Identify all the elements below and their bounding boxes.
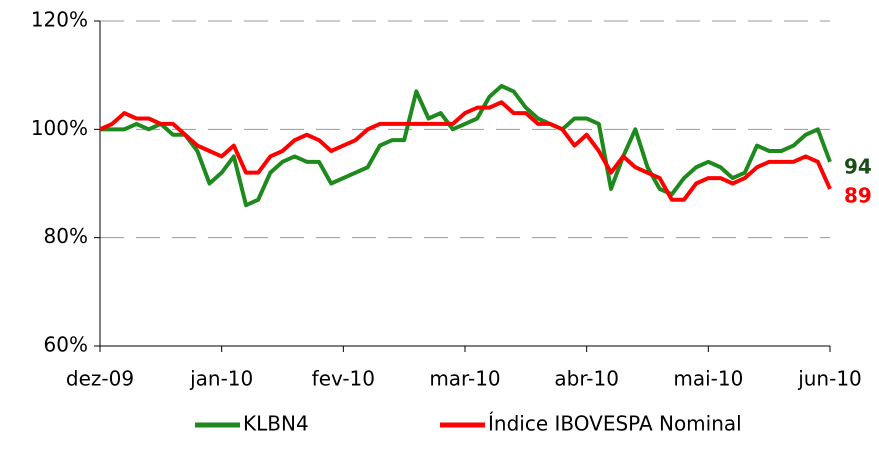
y-tick-label: 60%	[44, 333, 88, 357]
x-tick-label: dez-09	[66, 367, 134, 391]
x-tick-label: jan-10	[189, 367, 253, 391]
x-tick-label: jun-10	[797, 367, 862, 391]
x-tick-label: abr-10	[554, 367, 619, 391]
series-line	[99, 100, 832, 202]
series-line	[100, 84, 832, 208]
y-tick-label: 80%	[44, 224, 88, 248]
x-tick-label: fev-10	[312, 367, 375, 391]
legend-label: KLBN4	[243, 412, 309, 436]
end-label: 94	[844, 154, 872, 178]
x-tick-label: mar-10	[429, 367, 500, 391]
legend-label: Índice IBOVESPA Nominal	[488, 412, 742, 436]
x-tick-label: mai-10	[673, 367, 743, 391]
end-label: 89	[844, 183, 872, 207]
y-tick-label: 120%	[31, 8, 88, 32]
y-tick-label: 100%	[31, 116, 88, 140]
